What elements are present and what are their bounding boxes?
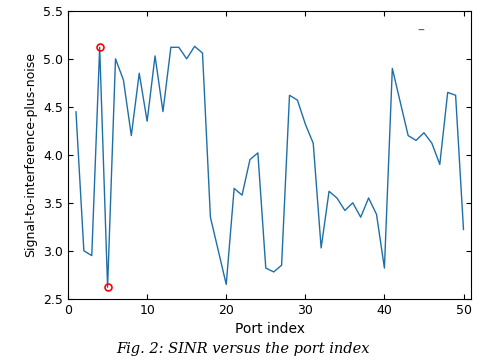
X-axis label: Port index: Port index bbox=[235, 322, 305, 336]
Text: –: – bbox=[417, 24, 424, 38]
Text: Fig. 2: SINR versus the port index: Fig. 2: SINR versus the port index bbox=[116, 342, 370, 356]
Y-axis label: Signal-to-interference-plus-noise: Signal-to-interference-plus-noise bbox=[25, 52, 37, 257]
